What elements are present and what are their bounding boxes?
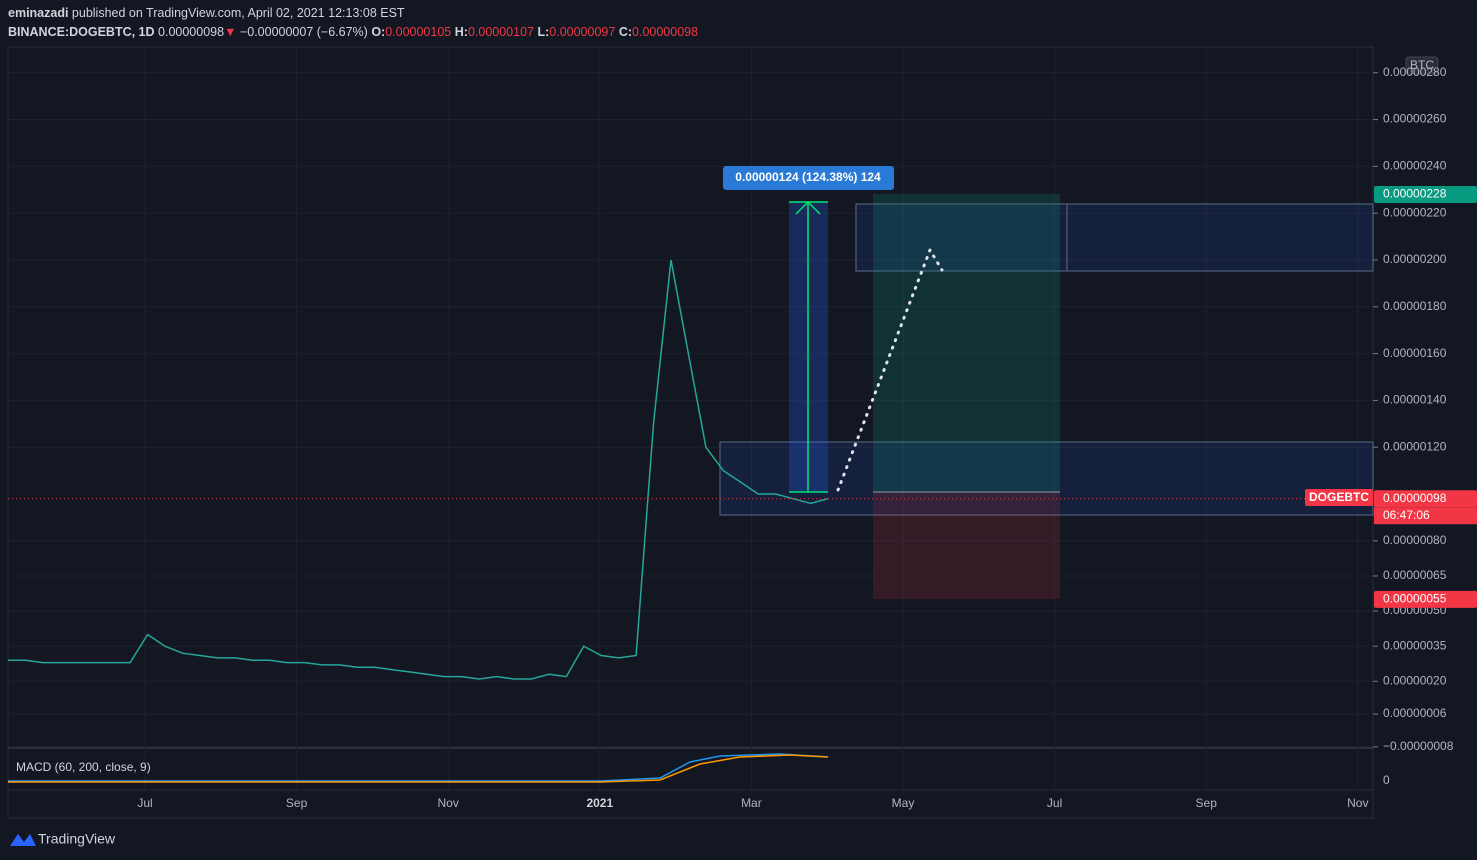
y-tick-label: 0.00000180 [1383, 299, 1447, 313]
price-line [8, 259, 829, 680]
arrow: ▼ [224, 25, 236, 39]
symbol: BINANCE:DOGEBTC, 1D [8, 25, 155, 39]
measure-label: 0.00000124 (124.38%) 124 [735, 170, 881, 184]
symbol-tag: DOGEBTC [1309, 490, 1369, 504]
l-label: L: [537, 25, 549, 39]
price-badge-label: 0.00000098 [1383, 491, 1447, 505]
price-badge-label: 0.00000055 [1383, 592, 1447, 606]
target-box [855, 203, 1374, 272]
y-tick-label: 0.00000035 [1383, 638, 1447, 652]
y-tick-label: 0.00000200 [1383, 252, 1447, 266]
long-profit-zone [873, 194, 1060, 492]
currency-badge [1405, 56, 1439, 75]
x-tick-label: Jul [137, 796, 152, 810]
high: 0.00000107 [468, 25, 534, 39]
y-tick-label: 0.00000280 [1383, 65, 1447, 79]
y-tick-label: 0.00000065 [1383, 568, 1447, 582]
h-label: H: [455, 25, 468, 39]
o-label: O: [371, 25, 385, 39]
y-tick-label: 0.00000020 [1383, 673, 1447, 687]
x-tick-label: Nov [1347, 796, 1368, 810]
last: 0.00000098 [158, 25, 224, 39]
countdown: 06:47:06 [1383, 508, 1430, 522]
chart-frame [7, 46, 1374, 819]
price-badge [1374, 185, 1477, 203]
y-tick-label: 0.00000120 [1383, 439, 1447, 453]
header-line1: eminazadi published on TradingView.com, … [8, 6, 405, 20]
price-badge [1374, 590, 1477, 608]
x-tick-label: May [892, 796, 915, 810]
y-tick-label: −0.00000008 [1383, 739, 1454, 753]
macd-line [8, 753, 829, 782]
x-tick-label: Nov [438, 796, 459, 810]
y-tick-label: 0.00000140 [1383, 393, 1447, 407]
brand-logo [10, 834, 36, 846]
y-tick-label: 0.00000160 [1383, 346, 1447, 360]
countdown-bg [1374, 507, 1477, 525]
symbol-tag-bg [1305, 489, 1373, 506]
signal-line [8, 754, 829, 783]
y-tick-label: 0.00000006 [1383, 706, 1447, 720]
close: 0.00000098 [632, 25, 698, 39]
x-tick-label: Sep [1196, 796, 1218, 810]
x-tick-label: Mar [741, 796, 762, 810]
header-line2: BINANCE:DOGEBTC, 1D 0.00000098▼ −0.00000… [8, 25, 698, 39]
x-tick-label: Sep [286, 796, 308, 810]
macd-zero-label: 0 [1383, 773, 1390, 787]
price-badge-label: 0.00000228 [1383, 187, 1447, 201]
change: −0.00000007 (−6.67%) [240, 25, 368, 39]
c-label: C: [619, 25, 632, 39]
x-tick-label: Jul [1047, 796, 1062, 810]
author: eminazadi [8, 6, 68, 20]
measure-label-bg [723, 166, 894, 190]
y-tick-label: 0.00000080 [1383, 533, 1447, 547]
x-tick-label: 2021 [586, 796, 613, 810]
brand: TradingView [38, 831, 116, 847]
currency: BTC [1410, 58, 1434, 72]
y-tick-label: 0.00000260 [1383, 112, 1447, 126]
open: 0.00000105 [385, 25, 451, 39]
long-loss-zone [873, 492, 1060, 599]
grid [8, 47, 1373, 790]
macd-title: MACD (60, 200, close, 9) [16, 760, 151, 774]
low: 0.00000097 [549, 25, 615, 39]
y-tick-label: 0.00000240 [1383, 159, 1447, 173]
y-tick-label: 0.00000220 [1383, 205, 1447, 219]
price-badge [1374, 490, 1477, 508]
published: published on TradingView.com, April 02, … [72, 6, 405, 20]
projection-path [836, 246, 944, 492]
range-box [719, 441, 1374, 516]
